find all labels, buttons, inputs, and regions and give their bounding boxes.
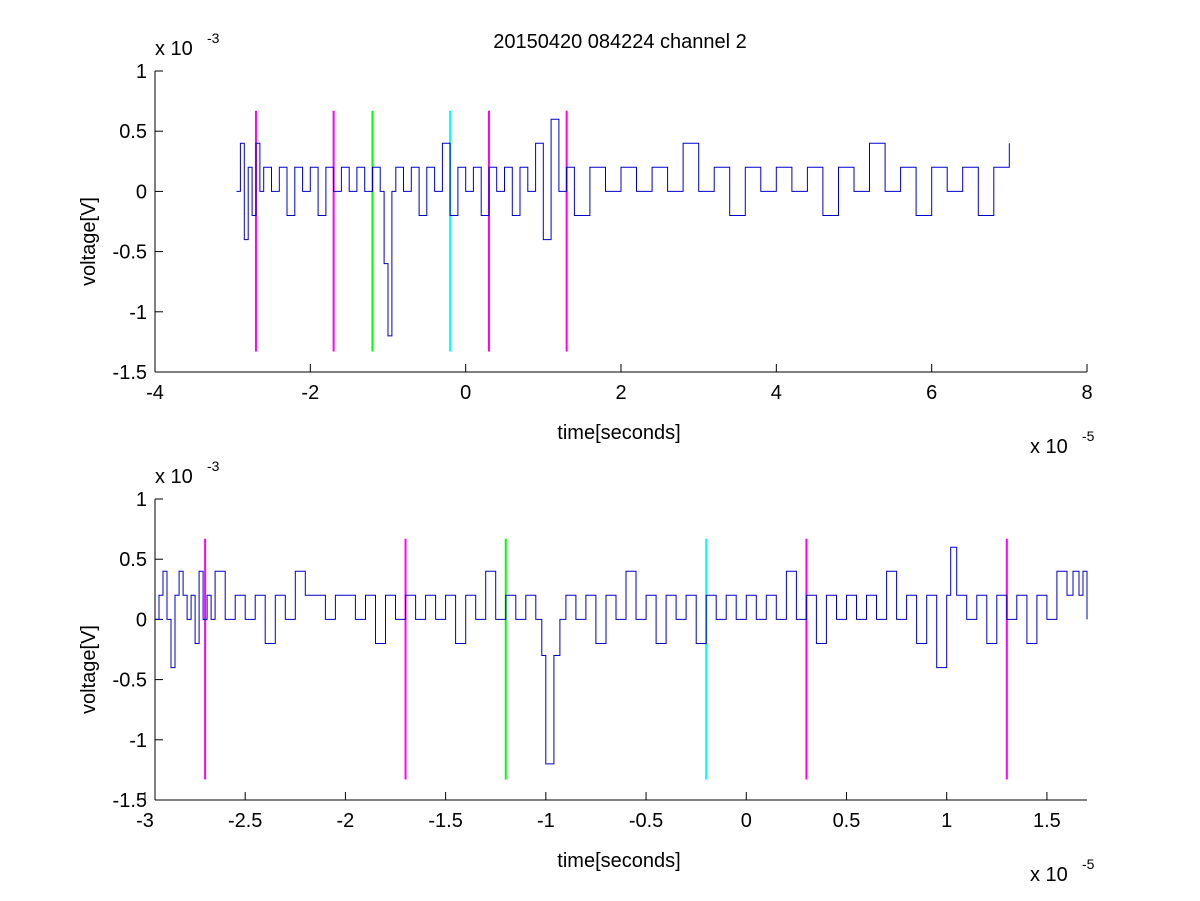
y-axis-label: voltage[V]: [78, 625, 100, 714]
x-tick-label: -2: [337, 810, 355, 832]
y-tick-label: 0.5: [119, 121, 147, 143]
series-line: [155, 546, 1088, 765]
x-tick-label: 8: [1081, 382, 1092, 404]
top-panel: -4 -2 0 2 4 6 8 -1.5 -1 -0.5 0 0.5 1 time[seconds] vol…: [78, 30, 1095, 458]
x-tick-label: -2: [301, 382, 319, 404]
x-tick-label: 0: [460, 382, 471, 404]
x-multiplier-power: -5: [1082, 428, 1095, 444]
x-tick-label: 0: [741, 810, 752, 832]
x-axis-label: time[seconds]: [557, 422, 680, 444]
y-tick-label: -0.5: [113, 670, 147, 692]
figure-title: 20150420 084224 channel 2: [493, 31, 747, 53]
series-line: [236, 118, 1010, 337]
x-axis-label: time[seconds]: [557, 850, 680, 872]
y-multiplier-power: -3: [207, 458, 220, 474]
y-multiplier-label: x 10: [155, 38, 193, 60]
x-multiplier-power: -5: [1082, 856, 1095, 872]
x-tick-label: 4: [771, 382, 782, 404]
y-multiplier-power: -3: [207, 30, 220, 46]
y-multiplier-label: x 10: [155, 466, 193, 488]
x-multiplier-label: x 10: [1030, 436, 1068, 458]
x-tick-label: -2.5: [228, 810, 262, 832]
x-tick-label: -3: [136, 810, 154, 832]
y-tick-label: 1: [136, 489, 147, 511]
x-tick-label: 6: [926, 382, 937, 404]
y-tick-label: 1: [136, 61, 147, 83]
bottom-panel: -3 -2.5 -2 -1.5 -1 -0.5 0 0.5 1 1.5 -1.5 -1 -0.5 0 0.5…: [78, 458, 1095, 886]
x-multiplier-label: x 10: [1030, 864, 1068, 886]
y-tick-label: 0: [136, 609, 147, 631]
y-tick-label: -1: [129, 730, 147, 752]
x-tick-label: -4: [146, 382, 164, 404]
x-tick-label: 2: [615, 382, 626, 404]
x-tick-label: -1.5: [428, 810, 462, 832]
x-tick-label: 0.5: [833, 810, 861, 832]
y-tick-label: -1.5: [113, 790, 147, 812]
y-tick-label: -0.5: [113, 242, 147, 264]
y-tick-label: -1: [129, 302, 147, 324]
y-tick-label: 0.5: [119, 549, 147, 571]
x-tick-label: -0.5: [629, 810, 663, 832]
y-tick-label: -1.5: [113, 362, 147, 384]
x-tick-label: 1: [941, 810, 952, 832]
y-tick-label: 0: [136, 181, 147, 203]
y-axis-label: voltage[V]: [78, 197, 100, 286]
x-tick-label: 1.5: [1033, 810, 1061, 832]
x-tick-label: -1: [537, 810, 555, 832]
